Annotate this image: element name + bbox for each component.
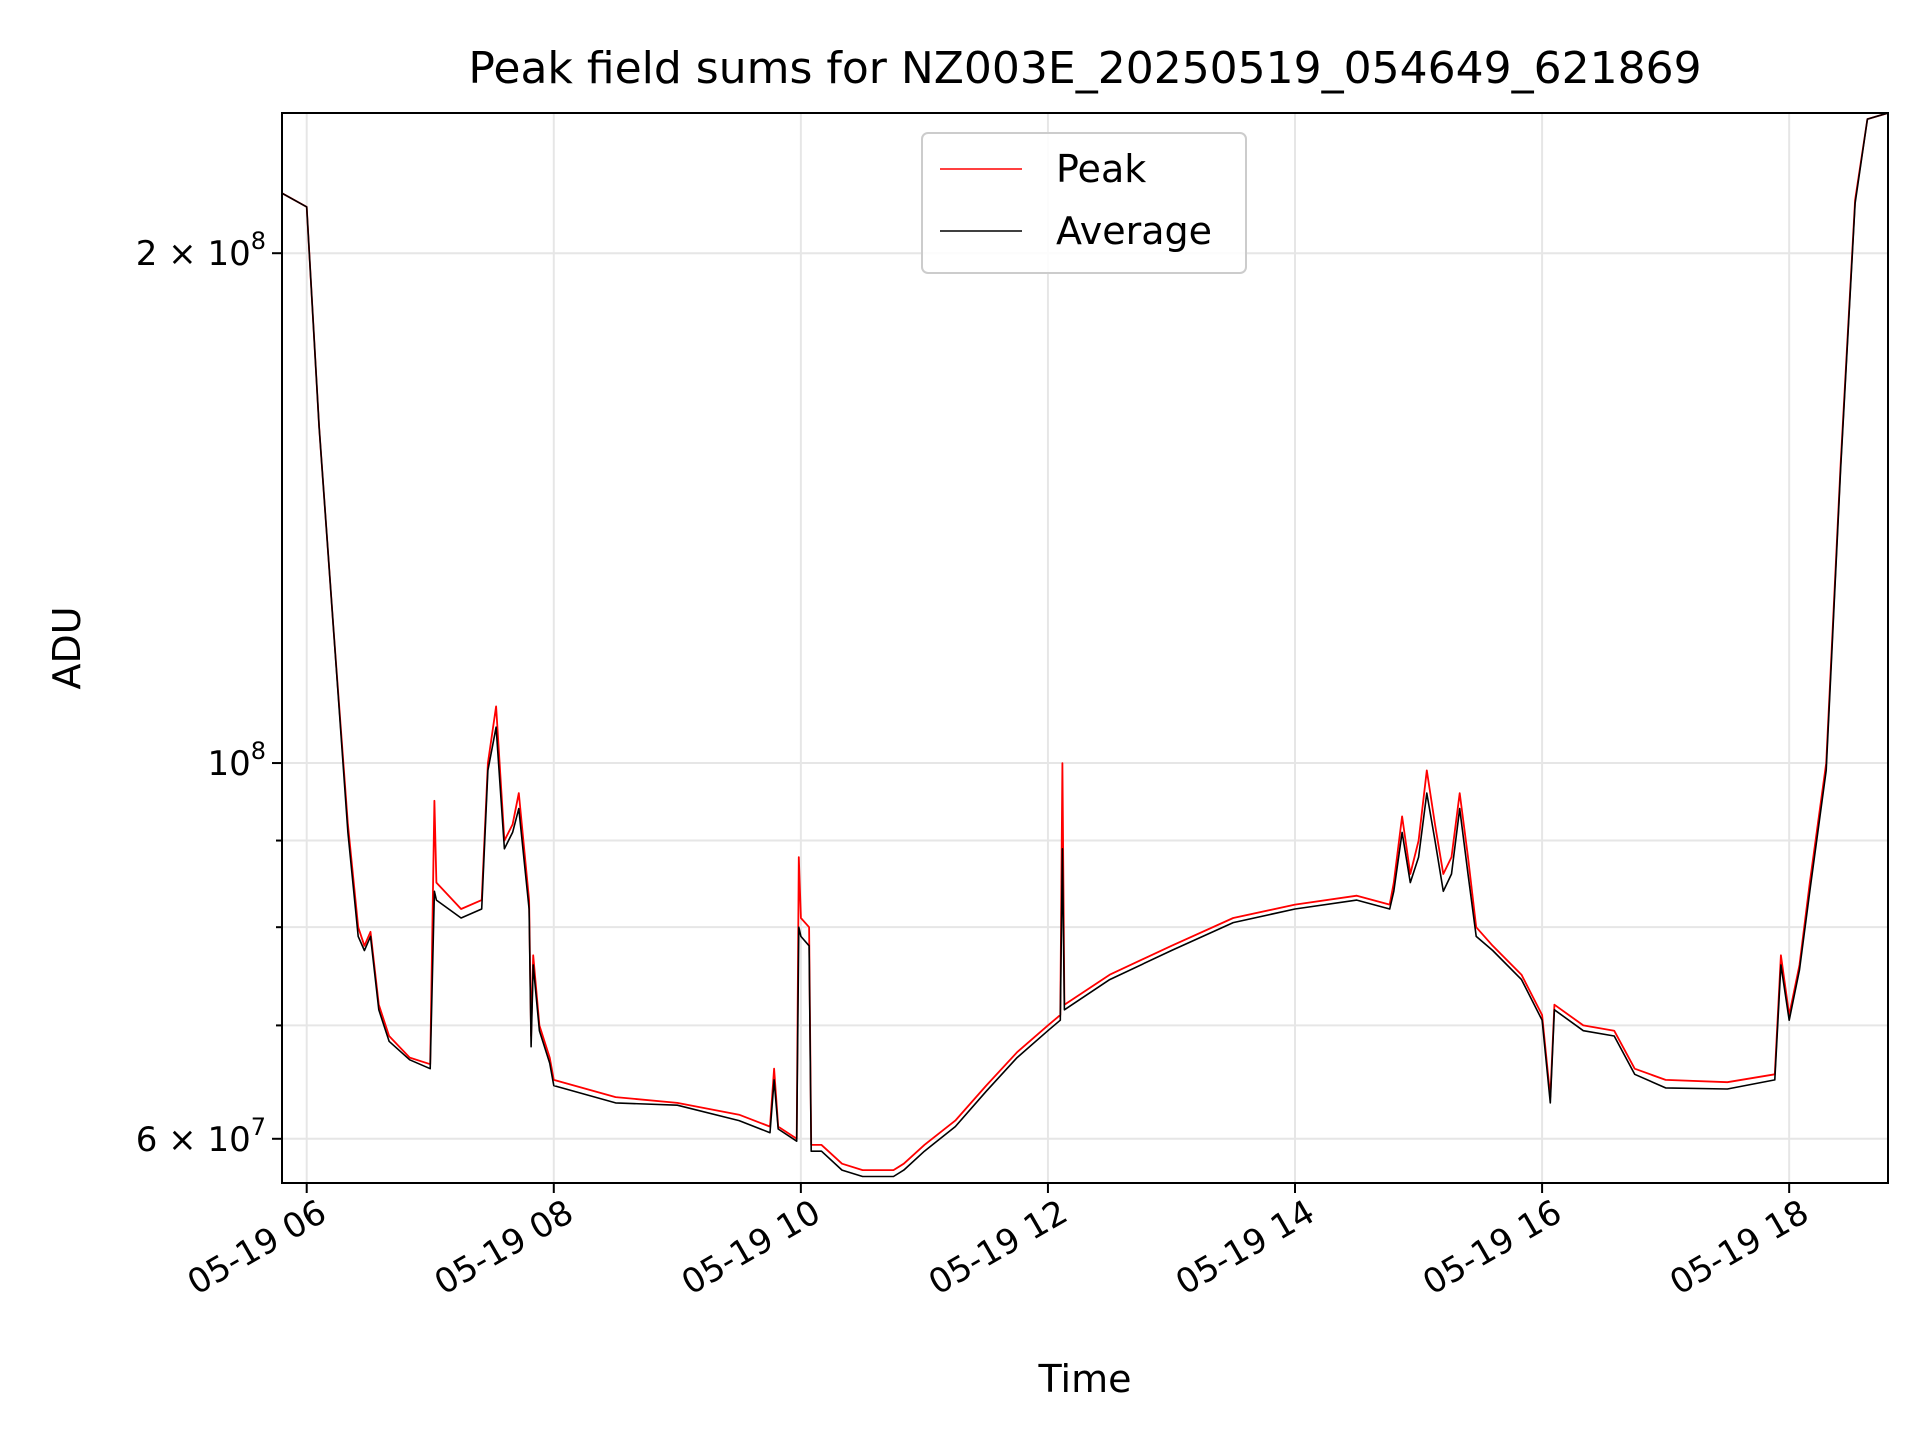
x-tick-label: 05-19 06 xyxy=(181,1192,333,1303)
grid xyxy=(282,113,1888,1183)
legend-label-average: Average xyxy=(1056,209,1212,253)
x-tick-label: 05-19 08 xyxy=(428,1192,580,1303)
x-tick-label: 05-19 10 xyxy=(675,1192,827,1303)
plot-frame xyxy=(281,112,1889,1184)
x-tick-label: 05-19 12 xyxy=(922,1192,1074,1303)
legend: Peak Average xyxy=(921,132,1247,274)
x-tick-label: 05-19 14 xyxy=(1169,1192,1321,1303)
y-tick-label: 2 × 108 xyxy=(136,227,266,274)
x-axis-label: Time xyxy=(1038,1357,1132,1401)
series-lines xyxy=(282,113,1888,1178)
y-axis-ticks: 6 × 107 108 2 × 108 xyxy=(136,227,282,1160)
series-line-average xyxy=(282,113,1888,1178)
y-tick-label: 6 × 107 xyxy=(136,1113,266,1160)
y-tick-label: 108 xyxy=(207,737,266,784)
legend-label-peak: Peak xyxy=(1056,147,1146,191)
x-axis-ticks: 05-19 06 05-19 08 05-19 10 05-19 12 05-19 14… xyxy=(181,1183,1816,1303)
x-tick-label: 05-19 18 xyxy=(1663,1192,1815,1303)
legend-box xyxy=(921,132,1247,274)
chart-title: Peak field sums for NZ003E_20250519_0546… xyxy=(468,43,1701,94)
series-line-peak xyxy=(282,113,1888,1171)
x-tick-label: 05-19 16 xyxy=(1416,1192,1568,1303)
y-axis-label: ADU xyxy=(45,606,89,689)
